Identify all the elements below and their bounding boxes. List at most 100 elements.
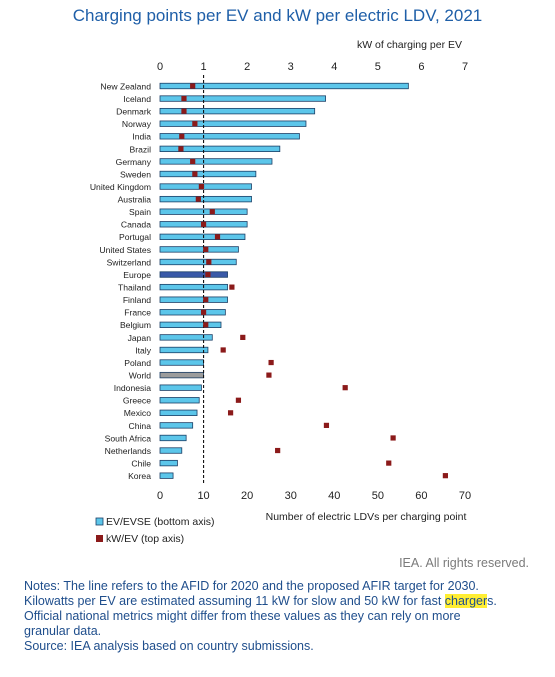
category-label: Japan: [128, 333, 152, 343]
bar: [159, 258, 237, 266]
category-label: Greece: [123, 396, 151, 406]
category-label: Switzerland: [107, 257, 152, 267]
bar: [159, 397, 200, 404]
category-label: Denmark: [116, 107, 152, 117]
top-tick-label: 2: [244, 61, 250, 73]
category-label: Finland: [123, 295, 151, 305]
kw-marker: [227, 410, 234, 416]
kw-marker: [205, 271, 211, 278]
notes-line-2-end: s.: [487, 594, 497, 608]
bar: [159, 246, 239, 253]
credit-text: IEA. All rights reserved.: [399, 556, 529, 570]
notes-highlight: charger: [444, 594, 488, 608]
kw-marker: [190, 83, 196, 89]
top-axis-label: kW of charging per EV: [357, 39, 462, 51]
category-label: Indonesia: [114, 383, 151, 393]
top-tick-label: 4: [331, 61, 337, 73]
kw-marker: [192, 171, 198, 177]
category-label: Germany: [116, 157, 152, 167]
category-label: Netherlands: [105, 446, 151, 456]
bar: [159, 283, 228, 291]
bar: [159, 296, 228, 303]
category-label: Chile: [131, 459, 151, 469]
kw-marker: [229, 284, 235, 290]
category-label: World: [129, 371, 152, 381]
bar: [159, 195, 252, 203]
bar: [159, 233, 246, 240]
bar: [159, 459, 178, 467]
top-tick-label: 6: [418, 61, 424, 73]
bar: [159, 133, 300, 140]
legend-bar-label: EV/EVSE (bottom axis): [106, 516, 215, 528]
bar: [159, 145, 281, 152]
kw-marker: [203, 322, 209, 328]
bar: [159, 271, 228, 278]
top-tick-label: 0: [157, 61, 163, 73]
kw-marker: [203, 297, 209, 303]
bar-chart: kW of charging per EV0 1 2 3 4 5 6 70 10 20 30 40 50…: [90, 39, 471, 545]
kw-marker: [442, 473, 448, 479]
bar: [159, 309, 226, 316]
bar: [159, 82, 409, 90]
category-label: Belgium: [120, 320, 151, 330]
bar: [159, 107, 316, 115]
category-label: Sweden: [120, 169, 151, 179]
notes-line-3: Official national metrics might differ f…: [24, 609, 461, 623]
bottom-tick-label: 60: [415, 490, 427, 502]
bar: [159, 120, 307, 127]
bar: [159, 447, 183, 454]
bar: [159, 434, 187, 442]
bottom-tick-label: 20: [241, 490, 253, 502]
kw-marker: [181, 108, 187, 114]
kw-marker: [198, 183, 204, 190]
category-label: Thailand: [118, 283, 151, 293]
kw-marker: [386, 460, 392, 466]
kw-marker: [195, 196, 201, 202]
bar: [159, 95, 326, 102]
top-tick-label: 1: [201, 61, 207, 73]
category-label: Spain: [129, 207, 151, 217]
kw-marker: [200, 221, 207, 227]
kw-marker: [214, 234, 221, 240]
kw-marker: [268, 359, 274, 366]
category-label: Norway: [122, 119, 152, 129]
category-label: Italy: [135, 345, 151, 355]
kw-marker: [206, 259, 212, 265]
kw-marker: [181, 95, 187, 102]
category-label: Poland: [124, 358, 151, 368]
category-label: Portugal: [119, 232, 151, 242]
kw-marker: [323, 422, 330, 428]
notes: Notes: The line refers to the AFID for 2…: [24, 579, 539, 654]
bar: [159, 170, 257, 178]
bar: [159, 334, 213, 341]
kw-marker: [240, 334, 246, 340]
kw-marker: [200, 309, 207, 315]
bar: [159, 346, 209, 354]
top-tick-label: 3: [288, 61, 294, 73]
kw-marker: [390, 435, 396, 441]
kw-marker: [203, 246, 209, 253]
bottom-tick-label: 40: [328, 490, 340, 502]
category-label: Europe: [123, 270, 151, 280]
notes-line-2: Kilowatts per EV are estimated assuming …: [24, 594, 539, 609]
category-label: Australia: [118, 195, 152, 205]
category-label: New Zealand: [100, 81, 151, 91]
kw-marker: [179, 133, 185, 139]
kw-marker: [235, 397, 242, 403]
notes-line-4: granular data.: [24, 624, 102, 638]
bar: [159, 371, 204, 379]
top-tick-label: 7: [462, 61, 468, 73]
top-tick-label: 5: [375, 61, 381, 73]
category-label: Brazil: [130, 144, 152, 154]
category-label: France: [124, 308, 151, 318]
category-label: Iceland: [123, 94, 151, 104]
notes-line-5: Source: IEA analysis based on country su…: [24, 639, 314, 653]
category-label: South Africa: [105, 433, 152, 443]
kw-marker: [178, 146, 184, 152]
bottom-tick-label: 70: [459, 490, 471, 502]
legend-bar-swatch: [95, 517, 104, 526]
notes-line-2-text: Kilowatts per EV are estimated assuming …: [24, 594, 445, 608]
category-label: Canada: [121, 220, 151, 230]
bottom-tick-label: 10: [197, 490, 209, 502]
kw-marker: [190, 158, 196, 165]
